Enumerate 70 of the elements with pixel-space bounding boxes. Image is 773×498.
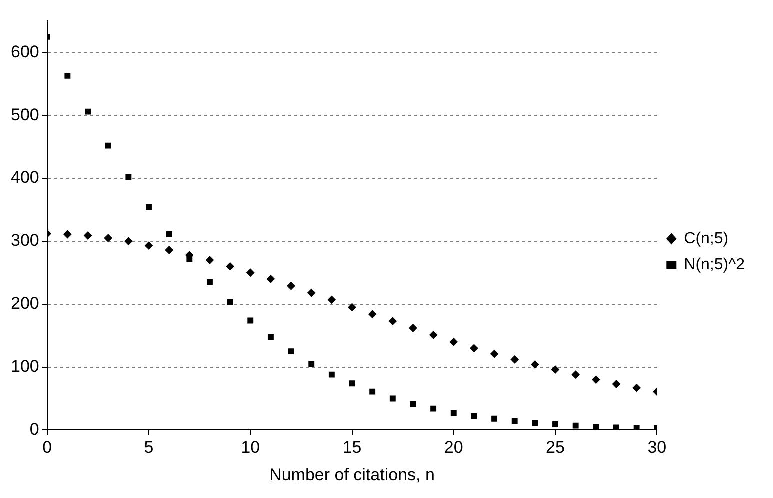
- point: [266, 275, 275, 284]
- point: [104, 234, 112, 242]
- point: [572, 422, 579, 429]
- y-tick-label: 400: [10, 168, 40, 188]
- point: [632, 384, 641, 392]
- x-tick-label: 5: [144, 438, 154, 458]
- point: [450, 410, 457, 416]
- point: [450, 338, 458, 346]
- y-tick-label: 500: [10, 105, 40, 124]
- point: [532, 420, 538, 426]
- point: [105, 142, 112, 149]
- point: [368, 310, 377, 318]
- point: [308, 361, 315, 368]
- x-tick-label: 30: [648, 438, 667, 458]
- point: [410, 401, 416, 408]
- point: [492, 416, 498, 422]
- point: [552, 422, 558, 428]
- point: [246, 268, 255, 277]
- point: [85, 108, 91, 115]
- point: [349, 380, 356, 387]
- point: [64, 230, 72, 239]
- y-tick-label: 600: [10, 42, 40, 62]
- point: [490, 350, 499, 358]
- point: [471, 413, 478, 420]
- point: [592, 376, 600, 384]
- legend-label: N(n;5)^2: [684, 256, 746, 274]
- legend-label: C(n;5): [684, 230, 729, 248]
- point: [287, 282, 296, 290]
- point: [388, 317, 397, 326]
- x-axis-title: Number of citations, n: [270, 465, 435, 484]
- point: [268, 334, 274, 340]
- point: [144, 242, 153, 250]
- point: [165, 246, 174, 254]
- point: [126, 174, 132, 180]
- point: [572, 370, 580, 379]
- point: [512, 418, 518, 424]
- point: [166, 232, 172, 238]
- x-tick-label: 0: [42, 438, 52, 458]
- point: [328, 296, 336, 304]
- x-tick-label: 15: [342, 438, 362, 458]
- point: [430, 331, 438, 340]
- y-tick-label: 200: [10, 294, 40, 314]
- y-tick-label: 100: [10, 356, 40, 376]
- point: [226, 262, 234, 271]
- point: [308, 289, 316, 298]
- x-tick-label: 25: [546, 438, 565, 458]
- point: [348, 304, 356, 312]
- y-tick-label: 300: [10, 231, 40, 250]
- point: [248, 318, 254, 324]
- y-tick-label: 0: [30, 420, 40, 439]
- point: [206, 279, 213, 286]
- point: [390, 396, 396, 402]
- x-tick-label: 10: [241, 438, 260, 458]
- point: [409, 324, 418, 332]
- point: [124, 237, 133, 246]
- point: [227, 299, 234, 306]
- point: [370, 388, 376, 395]
- point: [531, 360, 540, 369]
- point: [430, 406, 437, 412]
- point: [510, 356, 519, 364]
- point: [146, 204, 152, 210]
- point: [288, 348, 294, 355]
- x-tick-label: 20: [444, 438, 464, 458]
- point: [612, 380, 620, 388]
- point: [206, 256, 214, 264]
- point: [470, 344, 478, 352]
- point: [328, 372, 335, 378]
- point: [84, 232, 92, 240]
- point: [64, 72, 71, 79]
- point: [552, 366, 560, 374]
